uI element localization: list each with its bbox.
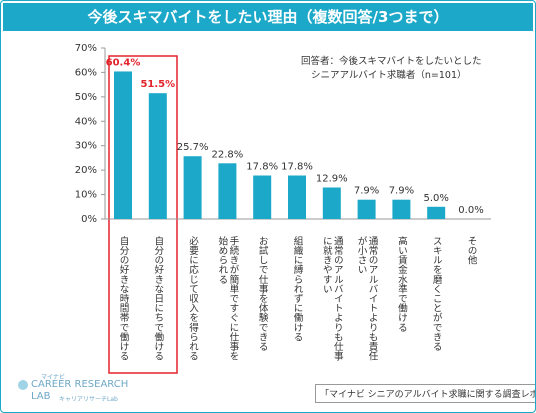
y-tick-label: 70% bbox=[75, 43, 97, 54]
value-label: 17.8% bbox=[281, 162, 313, 173]
y-tick-label: 50% bbox=[75, 92, 97, 103]
bar bbox=[183, 156, 202, 219]
x-tick-label: 高い賃金水準で働ける bbox=[395, 236, 407, 332]
value-label: 25.7% bbox=[177, 142, 209, 153]
logo-text: マイナビ bbox=[41, 374, 65, 381]
bar bbox=[288, 175, 306, 219]
y-tick-label: 30% bbox=[75, 141, 97, 152]
bar bbox=[253, 175, 272, 219]
bar bbox=[322, 187, 341, 219]
x-tick-label: 通常のアルバイトよりも仕事に就きやすい bbox=[320, 236, 343, 361]
chart-title: 今後スキマバイトをしたい理由（複数回答/3つまで） bbox=[3, 3, 533, 31]
value-label: 17.8% bbox=[246, 162, 278, 173]
value-label: 0.0% bbox=[458, 205, 483, 216]
value-label: 7.9% bbox=[354, 186, 379, 197]
value-label: 60.4% bbox=[106, 57, 141, 68]
value-label: 12.9% bbox=[316, 173, 348, 184]
x-tick-label: 自分の好きな日にちで働ける bbox=[152, 236, 164, 361]
y-tick-label: 20% bbox=[75, 165, 97, 176]
y-tick-label: 40% bbox=[75, 116, 97, 127]
x-tick-label: お試しで仕事を体験できる bbox=[256, 236, 268, 352]
x-tick-label: 手続きが簡単ですぐに仕事を始められる bbox=[216, 236, 239, 361]
bar bbox=[357, 199, 376, 219]
x-tick-label: スキルを磨くことができる bbox=[430, 236, 442, 352]
value-label: 5.0% bbox=[423, 193, 448, 204]
y-tick-label: 60% bbox=[75, 67, 97, 78]
y-tick-label: 10% bbox=[75, 190, 97, 201]
value-label: 7.9% bbox=[389, 186, 414, 197]
bar bbox=[427, 206, 446, 219]
bar bbox=[114, 71, 132, 219]
x-tick-label: その他 bbox=[465, 236, 477, 265]
logo-mark bbox=[18, 380, 28, 390]
x-tick-label: 通常のアルバイトよりも責任が小さい bbox=[355, 236, 378, 361]
x-tick-label: 組織に縛られずに働ける bbox=[291, 236, 303, 342]
x-tick-label: 必要に応じて収入を得られる bbox=[187, 236, 199, 361]
bar bbox=[148, 93, 167, 219]
y-tick-label: 0% bbox=[81, 214, 97, 225]
value-label: 51.5% bbox=[140, 79, 175, 90]
source: 「マイナビ シニアのアルバイト求職に関する調査レポート」 bbox=[315, 384, 535, 403]
bar bbox=[218, 163, 237, 219]
annotation: シニアアルバイト求職者（n=101） bbox=[311, 70, 467, 81]
logo-text: LAB bbox=[31, 391, 51, 402]
value-label: 22.8% bbox=[212, 149, 244, 160]
x-tick-label: 自分の好きな時間帯で働ける bbox=[117, 236, 129, 361]
logo-text: キャリアリサーチLab bbox=[59, 396, 118, 403]
annotation: 回答者：今後スキマバイトをしたいとした bbox=[301, 56, 482, 67]
logo-text: CAREER RESEARCH bbox=[31, 379, 129, 390]
bar bbox=[392, 199, 411, 219]
highlight-box bbox=[108, 55, 178, 374]
